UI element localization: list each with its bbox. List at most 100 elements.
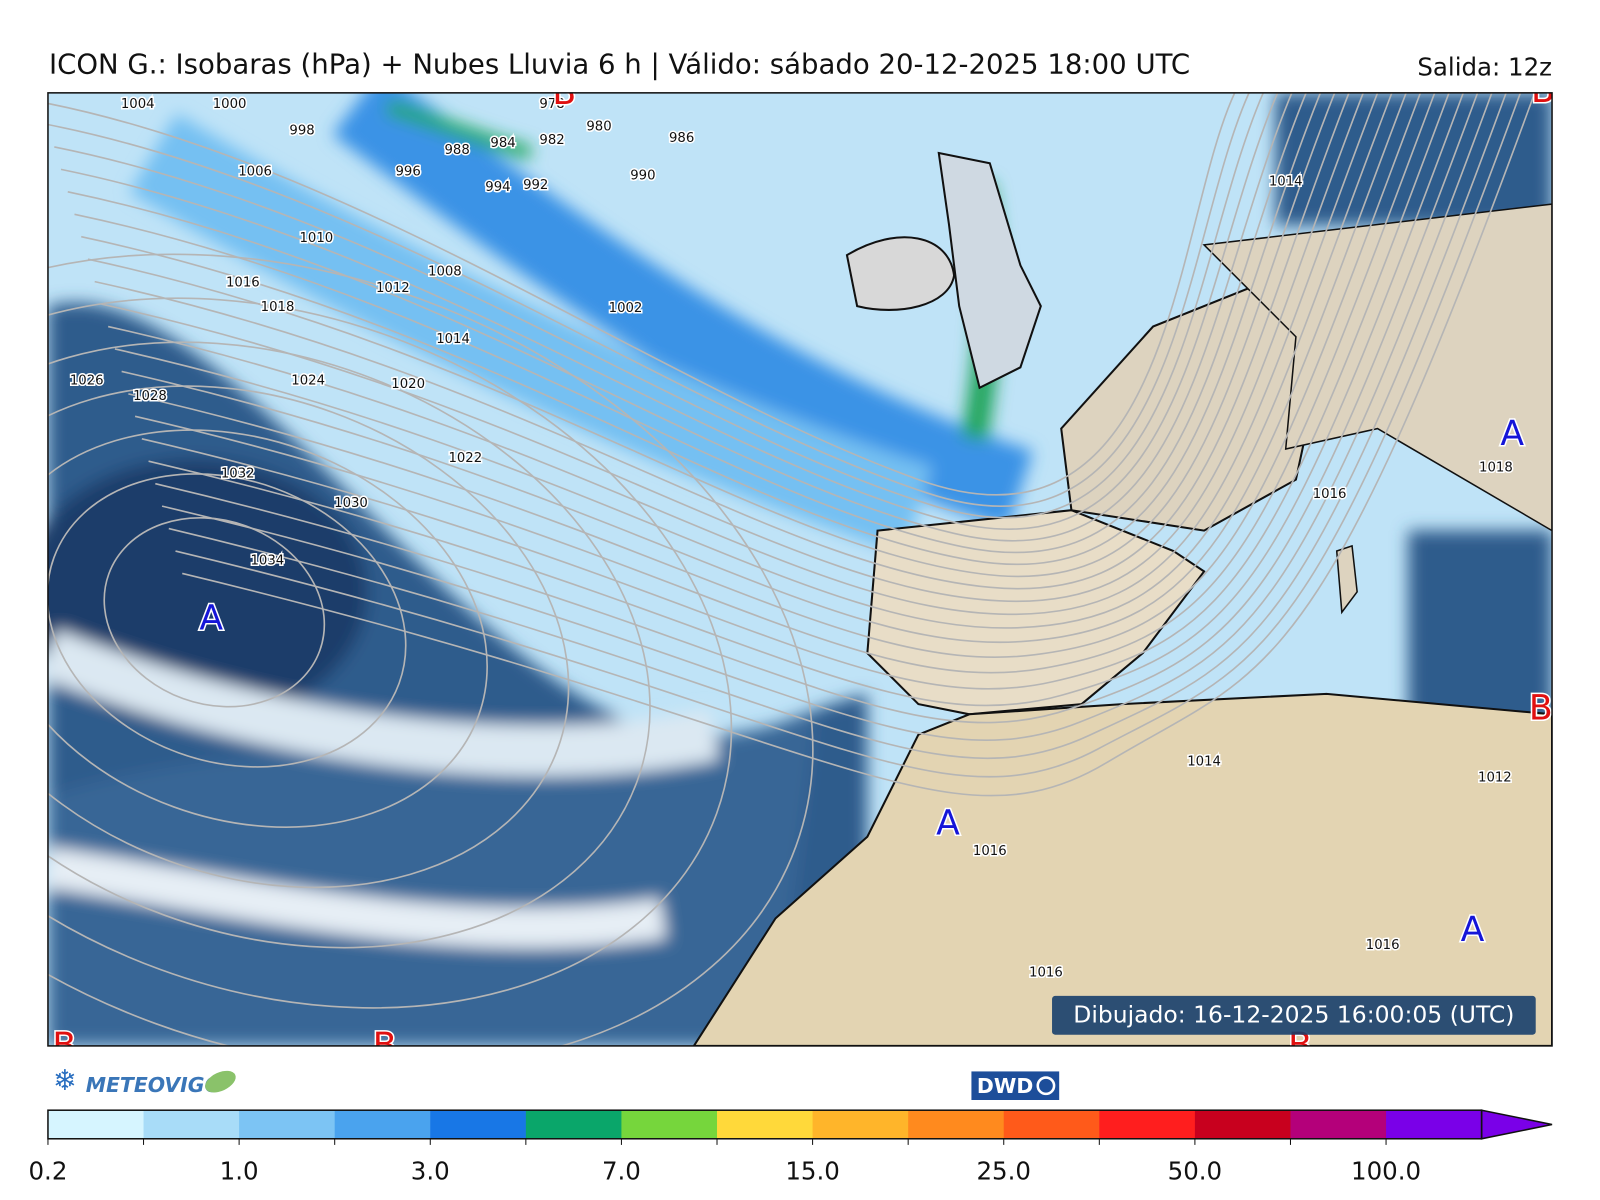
- isobar-label: 1016: [973, 844, 1007, 859]
- isobar: [155, 92, 1479, 724]
- colorbar-bin: [1099, 1110, 1196, 1139]
- dwd-swirl: [1036, 1076, 1056, 1096]
- isobar: [107, 92, 1379, 616]
- isobar: [161, 92, 1493, 742]
- colorbar-bin: [908, 1110, 1005, 1139]
- drawn-label: Dibujado: 16-12-2025 16:00:05 (UTC): [1073, 1000, 1514, 1028]
- colorbar-extend: [1480, 1109, 1553, 1140]
- colorbar-bin: [621, 1110, 718, 1139]
- isobar-label: 978: [539, 97, 564, 112]
- leaf-icon: [205, 1070, 236, 1093]
- isobar-label: 1016: [226, 276, 260, 291]
- isobar: [60, 92, 1279, 530]
- map-frame: [47, 92, 1553, 1047]
- isobar-label: 1026: [70, 374, 104, 389]
- isobar: [47, 429, 488, 828]
- isobar-label: 1012: [376, 281, 410, 296]
- isobar: [47, 385, 570, 889]
- pressure-center: A: [1500, 414, 1524, 454]
- isobar: [121, 92, 1407, 643]
- isobar: [175, 92, 1522, 778]
- isobar: [81, 92, 1322, 566]
- isobar: [47, 92, 1250, 508]
- colorbar-bin: [1290, 1110, 1387, 1139]
- isobar: [182, 92, 1536, 797]
- isobar-label: 1014: [1269, 175, 1303, 190]
- isobar: [134, 92, 1436, 674]
- colorbar-bin: [525, 1110, 622, 1139]
- dwd-logo: DWD: [977, 1074, 1033, 1098]
- isobar: [148, 92, 1465, 707]
- drawn-box: [1052, 995, 1536, 1035]
- isobar: [47, 341, 651, 949]
- isobar-labels: 1004 1000 998 996 994 992 990 988 984 982 980 986 97…: [68, 96, 1514, 982]
- isobar-label: 1020: [391, 377, 425, 392]
- isobar-label: 1014: [436, 332, 470, 347]
- isobar: [47, 92, 1236, 496]
- isobar-label: 1018: [261, 300, 295, 315]
- isobar: [128, 92, 1422, 658]
- pressure-center: A: [936, 804, 960, 844]
- isobar-label: 1034: [250, 553, 284, 568]
- isobar: [94, 92, 1350, 590]
- isobar-label: 1024: [291, 374, 325, 389]
- isobar-label: 1018: [1479, 460, 1513, 475]
- colorbar-bin: [1194, 1110, 1291, 1139]
- isobar-label: 1012: [1478, 771, 1512, 786]
- isobar: [74, 92, 1307, 554]
- colorbar-tick-label: 100.0: [1351, 1157, 1421, 1186]
- pressure-center: B: [52, 1026, 76, 1066]
- pressure-center: B: [1531, 71, 1555, 111]
- meteovigo-logo: METEOVIGO: [86, 1073, 222, 1097]
- land: [692, 151, 1553, 1046]
- isobar-label: 1030: [334, 496, 368, 511]
- isobar-label: 1006: [238, 165, 272, 180]
- isobar-label: 982: [539, 133, 564, 148]
- isobar: [168, 92, 1507, 760]
- isobar-label: 998: [289, 124, 314, 139]
- pressure-center: B: [373, 1026, 397, 1066]
- map-area: 1004 1000 998 996 994 992 990 988 984 982 980 986 97…: [47, 71, 1555, 1066]
- colorbar-bin: [143, 1110, 240, 1139]
- isobar-label: 1004: [121, 97, 155, 112]
- colorbar-bin: [239, 1110, 336, 1139]
- isobar-label: 986: [669, 131, 694, 146]
- isobar-label: 1016: [1313, 487, 1347, 502]
- isobar: [87, 92, 1336, 578]
- isobar: [114, 92, 1393, 629]
- isobar-label: 1008: [428, 265, 462, 280]
- isobar-label: 988: [444, 143, 469, 158]
- isobar-label: 1014: [1187, 754, 1221, 769]
- isobar-label: 994: [485, 180, 510, 195]
- isobar-label: 1000: [213, 97, 247, 112]
- pressure-center: B: [552, 73, 576, 113]
- pressure-center: B: [1529, 688, 1553, 728]
- isobar-label: 1016: [1029, 966, 1063, 981]
- run-label: Salida: 12z: [1417, 53, 1552, 82]
- isobar: [47, 473, 407, 768]
- colorbar-bin: [47, 1110, 145, 1139]
- isobar-label: 1032: [221, 467, 255, 482]
- isobar-label: 1022: [448, 451, 482, 466]
- isobar: [47, 297, 733, 1009]
- dwd-logo-box: [971, 1071, 1060, 1100]
- isobar-label: 992: [523, 178, 548, 193]
- colorbar-tick-label: 50.0: [1168, 1157, 1222, 1186]
- colorbar-bin: [430, 1110, 527, 1139]
- colorbar-tick-label: 15.0: [785, 1157, 839, 1186]
- colorbar-bin: [812, 1110, 909, 1139]
- isobar: [67, 92, 1293, 542]
- colorbar-tick-label: 1.0: [220, 1157, 259, 1186]
- colorbar-tick-label: 0.2: [28, 1157, 67, 1186]
- isobar-label: 1002: [609, 301, 643, 316]
- isobar-label: 996: [396, 165, 421, 180]
- isobar-label: 990: [630, 169, 655, 184]
- pressure-center: A: [1461, 910, 1485, 950]
- colorbar-bin: [1386, 1110, 1483, 1139]
- colorbar-bin: [1003, 1110, 1100, 1139]
- colorbar: 0.2 1.0 3.0 7.0 15.0 25.0 50.0 100.0: [28, 1109, 1553, 1186]
- isobar: [101, 92, 1365, 603]
